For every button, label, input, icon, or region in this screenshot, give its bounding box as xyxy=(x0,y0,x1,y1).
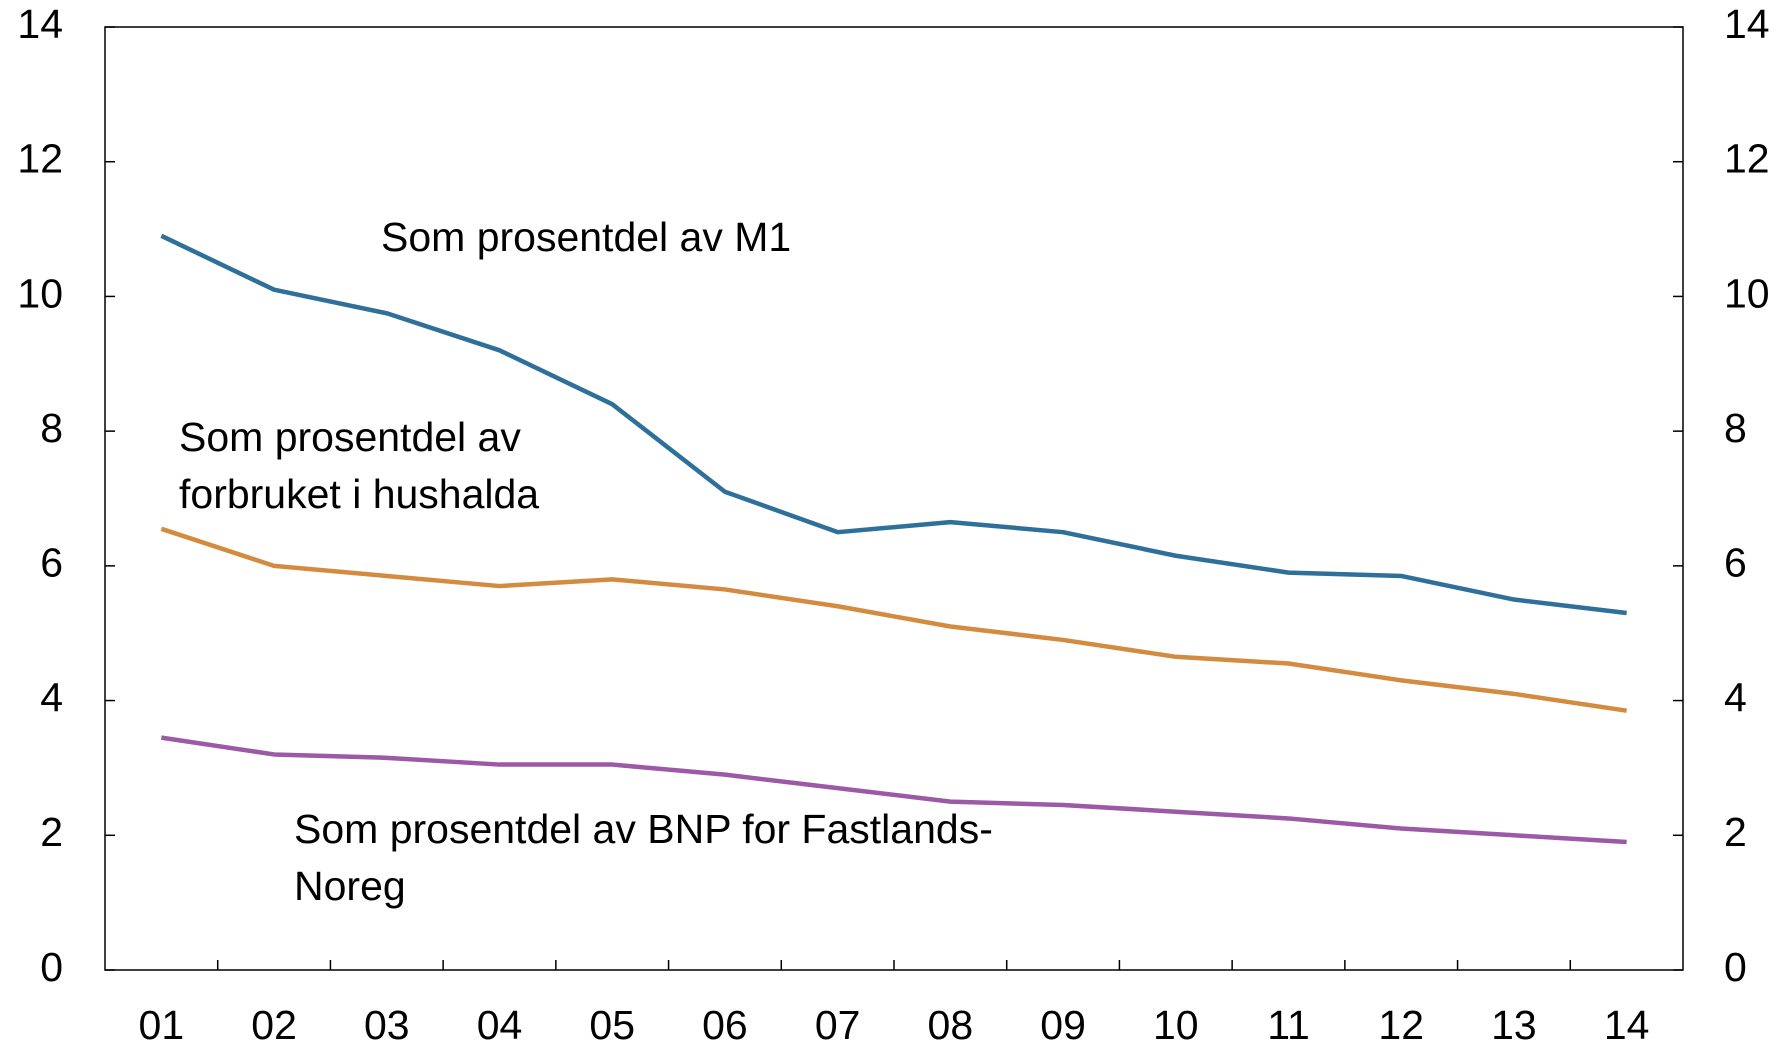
y-tick-label: 10 xyxy=(17,270,63,316)
annotation: Som prosentdel av M1 xyxy=(381,214,791,260)
y2-tick-label: 6 xyxy=(1724,540,1747,586)
series-line xyxy=(161,735,1627,845)
x-tick-label: 11 xyxy=(1267,1002,1310,1046)
y-tick-label: 4 xyxy=(40,674,63,720)
y-tick-label: 14 xyxy=(17,1,63,47)
x-tick-label: 13 xyxy=(1491,1002,1537,1046)
annotation: Som prosentdel av BNP for Fastlands- xyxy=(294,806,993,852)
y2-tick-label: 14 xyxy=(1724,1,1770,47)
annotation: Som prosentdel av xyxy=(179,414,521,460)
series-line xyxy=(160,233,1627,616)
x-tick-label: 05 xyxy=(589,1002,635,1046)
y2-tick-label: 8 xyxy=(1724,405,1747,451)
y2-tick-label: 0 xyxy=(1724,944,1747,990)
series-line xyxy=(160,526,1627,713)
x-tick-label: 10 xyxy=(1153,1002,1199,1046)
x-tick-label: 03 xyxy=(364,1002,410,1046)
y-tick-label: 0 xyxy=(40,944,63,990)
y-tick-label: 12 xyxy=(17,136,63,182)
x-tick-label: 01 xyxy=(139,1002,185,1046)
y2-tick-label: 4 xyxy=(1724,674,1747,720)
annotation: forbruket i hushalda xyxy=(179,471,539,517)
y-tick-label: 6 xyxy=(40,540,63,586)
y2-tick-label: 2 xyxy=(1724,809,1747,855)
x-tick-label: 02 xyxy=(251,1002,297,1046)
annotation: Noreg xyxy=(294,863,406,909)
x-tick-label: 04 xyxy=(477,1002,523,1046)
x-tick-label: 09 xyxy=(1040,1002,1086,1046)
y-tick-label: 8 xyxy=(40,405,63,451)
y2-tick-label: 10 xyxy=(1724,270,1770,316)
x-tick-label: 06 xyxy=(702,1002,748,1046)
x-tick-label: 12 xyxy=(1378,1002,1424,1046)
y2-tick-label: 12 xyxy=(1724,136,1770,182)
x-tick-label: 14 xyxy=(1604,1002,1650,1046)
y-tick-label: 2 xyxy=(40,809,63,855)
x-tick-label: 08 xyxy=(928,1002,974,1046)
x-tick-label: 07 xyxy=(815,1002,861,1046)
